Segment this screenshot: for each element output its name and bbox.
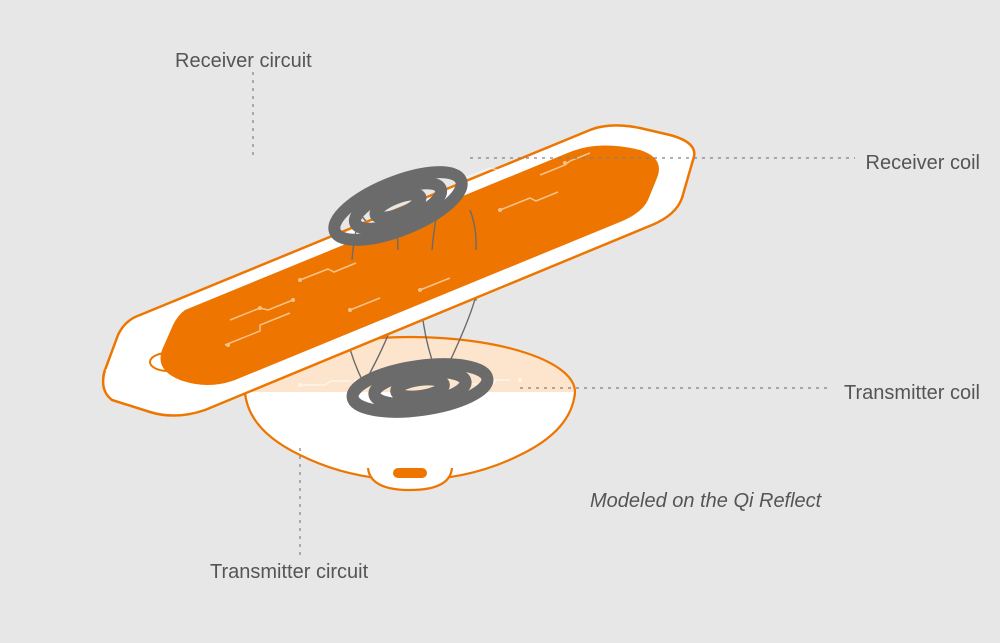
label-receiver-circuit: Receiver circuit [175,50,312,73]
diagram-svg [0,0,1000,643]
label-receiver-coil: Receiver coil [720,152,980,175]
caption: Modeled on the Qi Reflect [590,490,821,513]
label-transmitter-circuit: Transmitter circuit [210,561,368,584]
diagram-stage: Receiver circuit Receiver coil Transmitt… [0,0,1000,643]
label-transmitter-coil: Transmitter coil [720,382,980,405]
